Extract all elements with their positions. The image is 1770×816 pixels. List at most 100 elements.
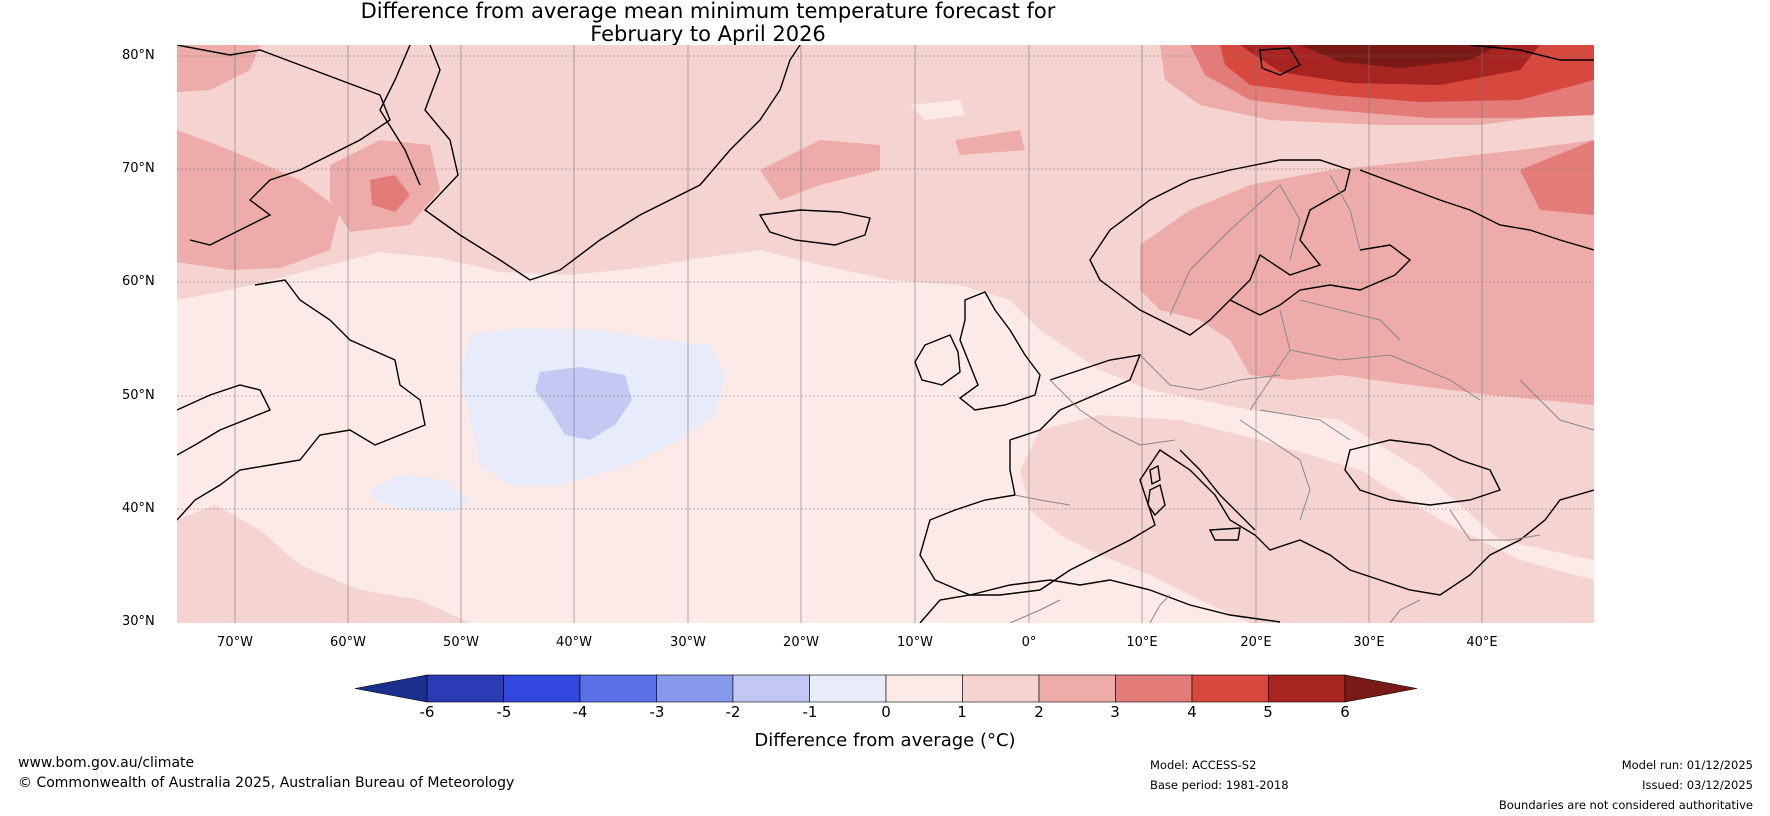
border-balkans-1 (1239, 419, 1311, 521)
colorbar-segment (426, 674, 504, 703)
chart-title: Difference from average mean minimum tem… (0, 0, 1416, 46)
colorbar-label: Difference from average (°C) (754, 730, 1016, 751)
colorbar-tick-4: 4 (1187, 703, 1197, 721)
colorbar-segment (809, 674, 887, 703)
band-1-2-south (1020, 415, 1594, 623)
lat-label-30n: 30°N (122, 614, 155, 629)
lon-label-40e: 40°E (1466, 635, 1498, 650)
country-borders (1009, 174, 1594, 623)
coast-russia-arctic (1359, 169, 1594, 251)
graticule-lon (234, 45, 1483, 623)
colorbar-tick-m1: -1 (802, 703, 818, 721)
colorbar-segment (1191, 674, 1269, 703)
band-m2-m1-atlantic (535, 367, 632, 440)
border-poland (1249, 309, 1291, 411)
border-finland-russia (1329, 174, 1361, 251)
colorbar-tick-m3: -3 (649, 703, 665, 721)
band-m1-0-south (370, 475, 470, 512)
coast-svalbard (1259, 47, 1301, 76)
band-gt6-arctic (1300, 45, 1500, 68)
footer-website: www.bom.gov.au/climate (18, 755, 195, 771)
title-line-2: February to April 2026 (590, 22, 826, 46)
border-ukraine (1289, 349, 1481, 401)
band-3-4-baffin (370, 175, 410, 212)
coast-britain (958, 291, 1041, 411)
lat-label-80n: 80°N (122, 48, 155, 63)
coast-iceland (758, 209, 871, 246)
border-africa-2 (1149, 594, 1171, 623)
colorbar-tick-m2: -2 (725, 703, 741, 721)
colorbar-extend-high (1344, 674, 1418, 703)
border-sweden-finland (1279, 184, 1301, 261)
border-turkey (1449, 509, 1541, 541)
lon-label-20w: 20°W (783, 635, 819, 650)
border-russia-kazakh (1519, 379, 1594, 431)
band-2-3-icelandsea (760, 140, 880, 200)
colorbar-tick-1: 1 (957, 703, 967, 721)
coast-sicily (1208, 527, 1241, 541)
lon-label-10e: 10°E (1126, 635, 1158, 650)
colorbar-extend-low (354, 674, 428, 703)
lon-label-10w: 10°W (897, 635, 933, 650)
footer-model-run: Model run: 01/12/2025 (1621, 758, 1753, 772)
lat-label-40n: 40°N (122, 501, 155, 516)
footer-model: Model: ACCESS-S2 (1150, 758, 1257, 772)
coast-black-sea (1344, 439, 1501, 506)
coast-hudson (177, 384, 271, 456)
colorbar-tick-m6: -6 (419, 703, 435, 721)
coast-sardinia (1147, 483, 1166, 517)
coast-canada-arctic (177, 45, 391, 246)
coast-labrador (177, 279, 426, 521)
coast-ireland (914, 334, 961, 386)
coast-scandinavia (1089, 159, 1351, 336)
colorbar-segment (962, 674, 1040, 703)
border-africa-1 (1009, 599, 1061, 623)
footer-issued: Issued: 03/12/2025 (1642, 778, 1753, 792)
footer-disclaimer: Boundaries are not considered authoritat… (1498, 798, 1753, 812)
colorbar-tick-6: 6 (1340, 703, 1350, 721)
border-central-europe-1 (1049, 379, 1176, 446)
colorbar-tick-5: 5 (1263, 703, 1273, 721)
coast-mediterranean (1039, 449, 1594, 596)
anomaly-fields (177, 45, 1594, 623)
colorbar-tick-m4: -4 (572, 703, 588, 721)
coast-north-africa (919, 579, 1281, 623)
lon-label-60w: 60°W (330, 635, 366, 650)
band-3-4-russia (1520, 140, 1594, 215)
colorbar-segment (1115, 674, 1193, 703)
band-2-3-westgreenland (177, 45, 260, 92)
footer-copyright: © Commonwealth of Australia 2025, Austra… (18, 775, 515, 791)
coast-novaya-zemlya (1469, 45, 1594, 61)
coast-greenland-west (379, 45, 421, 186)
band-2-3-barents (955, 130, 1025, 155)
band-2-3-europe (1140, 140, 1594, 405)
band-1-2-north (177, 45, 1594, 560)
title-line-1: Difference from average mean minimum tem… (360, 0, 1056, 23)
lon-label-0: 0° (1021, 635, 1037, 650)
colorbar-segment (885, 674, 963, 703)
lat-label-50n: 50°N (122, 388, 155, 403)
lon-label-30w: 30°W (670, 635, 706, 650)
colorbar-segment (732, 674, 810, 703)
lon-label-20e: 20°E (1240, 635, 1272, 650)
colorbar-tick-2: 2 (1034, 703, 1044, 721)
colorbar-segment (1268, 674, 1346, 703)
colorbar-segment (1038, 674, 1116, 703)
coast-italy (1179, 449, 1256, 531)
lon-label-50w: 50°W (443, 635, 479, 650)
colorbar-segment (656, 674, 734, 703)
colorbar-tick-m5: -5 (496, 703, 512, 721)
lat-label-60n: 60°N (122, 274, 155, 289)
band-2-3-labrador (177, 130, 340, 270)
lat-label-70n: 70°N (122, 161, 155, 176)
band-1-2-west (177, 505, 470, 623)
coast-corsica (1149, 464, 1161, 486)
colorbar (354, 674, 1418, 703)
colorbar-tick-3: 3 (1110, 703, 1120, 721)
border-africa-3 (1389, 599, 1421, 623)
colorbar-segment (503, 674, 581, 703)
border-central-europe-2 (1139, 354, 1281, 391)
colorbar-tick-0: 0 (881, 703, 891, 721)
border-spain-france (1014, 494, 1071, 506)
band-0-1-icelandsea (910, 100, 965, 120)
